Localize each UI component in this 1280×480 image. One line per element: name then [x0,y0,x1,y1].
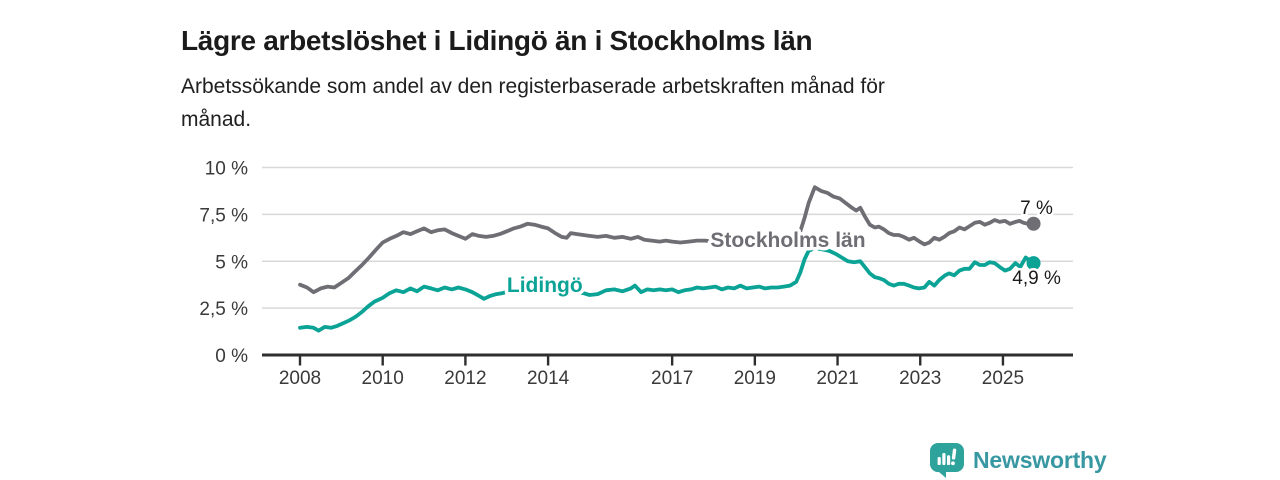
newsworthy-logo-icon [930,443,964,478]
series-line-liding- [298,246,1036,333]
y-tick-label: 10 % [205,159,248,180]
chart-subtitle-line-2: månad. [181,108,252,131]
newsworthy-branding: Newsworthy [930,443,1107,478]
x-tick-label: 2008 [279,368,321,389]
newsworthy-wordmark: Newsworthy [973,447,1107,473]
x-tick-label: 2019 [734,368,776,389]
x-tick-label: 2017 [651,368,693,389]
x-axis [262,353,1073,366]
x-tick-label: 2012 [444,368,486,389]
series-label-liding-: Lidingö [507,274,583,297]
series-end-dot [1026,256,1041,271]
chart-subtitle-line-1: Arbetssökande som andel av den registerb… [181,75,885,98]
chart-subtitle: Arbetssökande som andel av den registerb… [181,70,885,136]
x-tick-label: 2021 [816,368,858,389]
y-tick-labels: 0 % 2,5 % 5 % 7,5 % 10 % [199,159,248,368]
x-tick-label: 2023 [899,368,941,389]
y-tick-label: 7,5 % [199,205,248,226]
x-tick-label: 2010 [362,368,404,389]
y-tick-label: 2,5 % [199,299,248,320]
y-tick-label: 5 % [215,252,248,273]
series-line-stockholms-l-n [298,185,1036,295]
y-gridlines [262,166,1073,309]
y-tick-label: 0 % [215,346,248,367]
series-end-dot [1026,216,1041,231]
series-label-stockholms-l-n: Stockholms län [710,229,865,252]
chart-title: Lägre arbetslöshet i Lidingö än i Stockh… [181,24,813,56]
x-tick-labels: 2008 2010 2012 2014 2017 2019 2021 2023 2025 [279,368,1024,389]
x-tick-label: 2014 [527,368,570,389]
x-tick-label: 2025 [982,368,1024,389]
series-end-value-label: 4,9 % [1012,268,1061,289]
series-end-value-label: 7 % [1020,198,1053,219]
